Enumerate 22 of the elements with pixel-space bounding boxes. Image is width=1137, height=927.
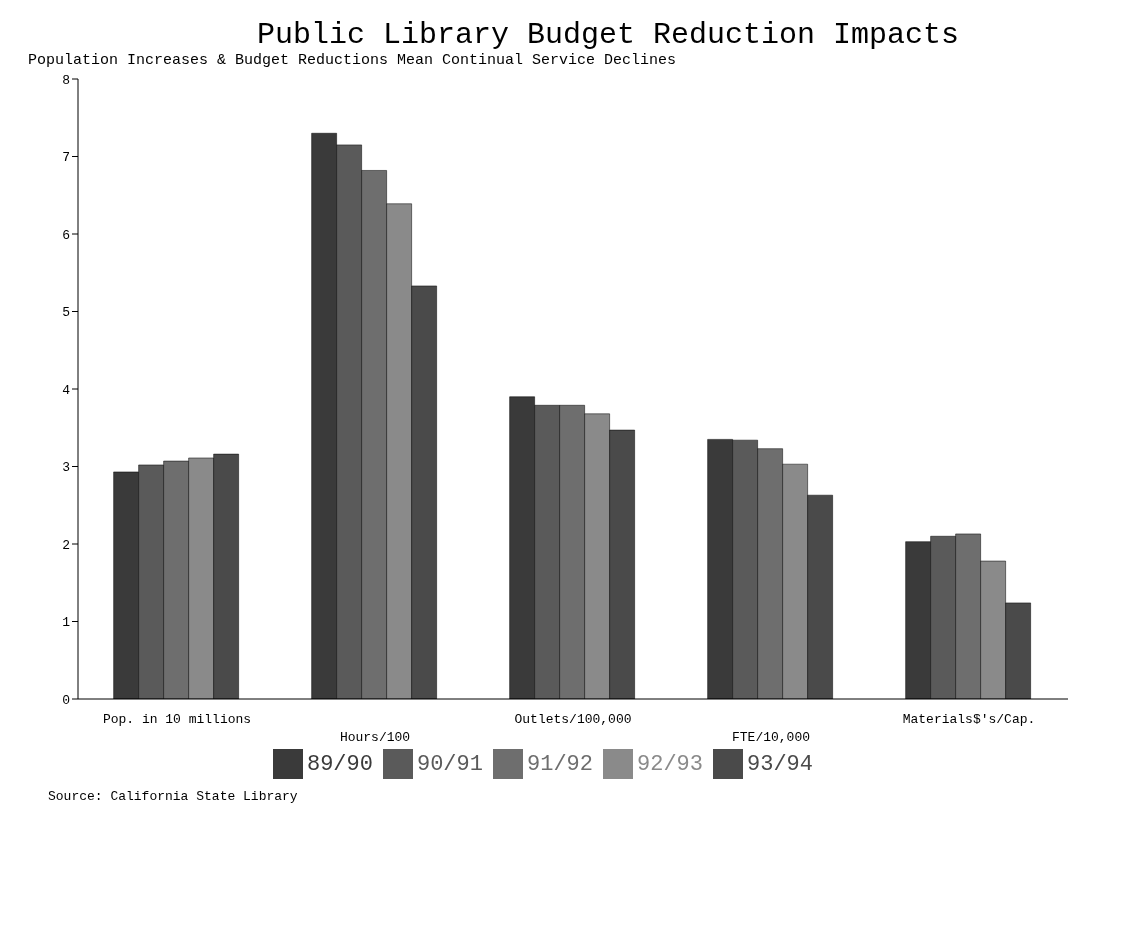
- y-tick-label: 3: [62, 460, 70, 476]
- y-tick-label: 2: [62, 537, 70, 553]
- x-tick-label: Hours/100: [339, 730, 411, 745]
- y-tick-label: 5: [62, 305, 70, 321]
- y-tick-label: 0: [62, 692, 70, 708]
- x-tick-label: Pop. in 10 millions: [102, 712, 252, 727]
- legend-label: 92/93: [637, 751, 704, 777]
- legend-label: 89/90: [306, 751, 373, 777]
- y-tick-label: 7: [62, 150, 70, 166]
- y-tick-label: 4: [62, 382, 71, 398]
- legend-label: 93/94: [747, 751, 814, 777]
- source-note: Source: California State Library: [48, 789, 299, 804]
- y-tick-label: 6: [62, 227, 70, 243]
- y-tick-label: 8: [62, 72, 70, 88]
- legend-label: 91/92: [526, 751, 593, 777]
- y-tick-label: 1: [62, 615, 71, 631]
- x-tick-label: Materials$'s/Cap.: [902, 712, 1036, 727]
- chart-subtitle: Population Increases & Budget Reductions Mean Continual Service Declines: [28, 52, 678, 69]
- legend-label: 90/91: [416, 751, 483, 777]
- chart-title: Public Library Budget Reduction Impacts: [255, 18, 961, 52]
- x-tick-label: Outlets/100,000: [514, 712, 632, 727]
- x-tick-label: FTE/10,000: [731, 730, 811, 745]
